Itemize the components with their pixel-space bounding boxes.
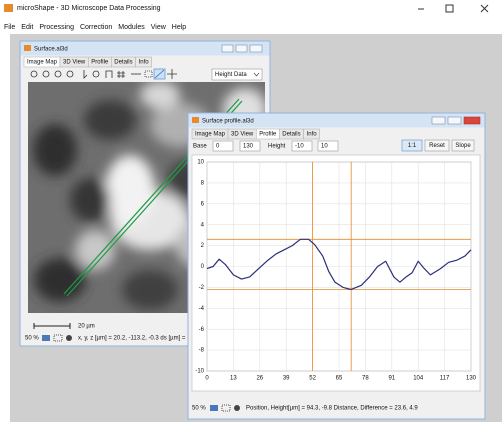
y-tick-label: 8 [201, 180, 205, 186]
x-tick-label: 39 [283, 376, 290, 382]
y-tick-label: 2 [201, 243, 205, 249]
dropdown-arrow [253, 72, 260, 77]
surface-title: Surface.al3d [34, 47, 68, 53]
tab-label: 3D View [63, 60, 86, 66]
tab-label: Profile [91, 60, 109, 66]
profile-title: Surface profile.al3d [202, 119, 254, 125]
base-from[interactable] [212, 140, 234, 152]
tab-label: 3D View [231, 132, 254, 138]
base-from-text: 0 [216, 144, 220, 150]
x-tick-label: 0 [205, 376, 209, 382]
base-label: Base [193, 144, 207, 150]
height-from[interactable] [291, 140, 313, 152]
x-tick-label: 104 [413, 376, 424, 382]
zoom: 50 % [192, 406, 206, 412]
y-tick-label: -10 [195, 369, 204, 375]
height-from-text: -10 [295, 144, 304, 150]
button[interactable] [424, 139, 450, 152]
menu-item[interactable]: Correction [80, 24, 112, 31]
x-tick-label: 130 [466, 376, 477, 382]
profile-curve [206, 238, 472, 291]
menu-item[interactable]: View [151, 24, 167, 31]
y-tick-label: 10 [197, 160, 204, 166]
base-to[interactable] [239, 140, 261, 152]
button-label: Reset [429, 143, 445, 149]
menu-item[interactable]: Modules [118, 24, 145, 31]
height-to[interactable] [317, 140, 339, 152]
status-icon [234, 405, 240, 411]
tab-label: Info [307, 132, 318, 138]
app-icon [4, 4, 13, 12]
tab-label: Profile [259, 132, 277, 138]
win-close[interactable] [249, 44, 263, 53]
height-to-text: 10 [321, 144, 328, 150]
y-tick-label: -8 [199, 348, 205, 354]
x-tick-label: 117 [440, 376, 450, 382]
window-icon [192, 117, 199, 123]
status: x, y, z [µm] = 20.2, -113.2, -0.3 ds [µm… [78, 336, 191, 342]
x-tick-label: 26 [256, 376, 263, 382]
tab[interactable] [135, 56, 152, 68]
x-tick-label: 13 [230, 376, 237, 382]
menu-item[interactable]: File [4, 24, 15, 31]
win-close[interactable] [463, 116, 481, 125]
dropdown[interactable] [211, 68, 263, 81]
zoom: 50 % [25, 336, 39, 342]
dropdown-text: Height Data [215, 72, 247, 78]
tab-label: Details [114, 60, 132, 66]
menu-item[interactable]: Edit [21, 24, 33, 31]
profile-titlebar [188, 113, 485, 128]
status: Position, Height[µm] = 94.3, -9.8 Distan… [246, 406, 418, 412]
y-tick-label: -6 [199, 327, 205, 333]
x-tick-label: 65 [336, 376, 343, 382]
maximize[interactable] [445, 4, 454, 13]
win-max[interactable] [235, 44, 248, 53]
tab-label: Image Map [27, 60, 58, 66]
status-icon [53, 334, 63, 342]
surface-titlebar [20, 41, 270, 56]
menu-item[interactable]: Help [172, 24, 187, 31]
status-icon [210, 405, 218, 411]
button[interactable] [401, 139, 423, 152]
x-tick-label: 78 [362, 376, 369, 382]
win-min[interactable] [221, 44, 234, 53]
y-tick-label: -2 [199, 285, 205, 291]
y-tick-label: 4 [201, 222, 205, 228]
tab-label: Info [139, 60, 150, 66]
status-icon [42, 335, 50, 341]
y-tick-label: 6 [201, 201, 205, 207]
x-tick-label: 52 [309, 376, 316, 382]
app-title: microShape - 3D Microscope Data Processi… [17, 5, 161, 12]
button-label: 1:1 [408, 143, 417, 149]
button-label: Slope [455, 143, 471, 149]
x-tick-label: 91 [388, 376, 395, 382]
y-tick-label: -4 [199, 306, 205, 312]
win-min[interactable] [431, 116, 446, 125]
toolbar [30, 68, 177, 80]
close[interactable] [480, 4, 489, 13]
status-icon [221, 404, 231, 412]
tab-label: Details [282, 132, 300, 138]
y-tick-label: 0 [201, 264, 205, 270]
window-icon [24, 45, 31, 51]
base-to-text: 130 [243, 144, 254, 150]
tab[interactable] [303, 128, 320, 140]
menu-item[interactable]: Processing [39, 24, 74, 31]
button[interactable] [451, 139, 475, 152]
status-icon [66, 335, 72, 341]
tab-label: Image Map [195, 132, 226, 138]
win-max[interactable] [447, 116, 462, 125]
scale-label: 20 µm [78, 324, 95, 330]
height-label: Height [268, 144, 286, 150]
